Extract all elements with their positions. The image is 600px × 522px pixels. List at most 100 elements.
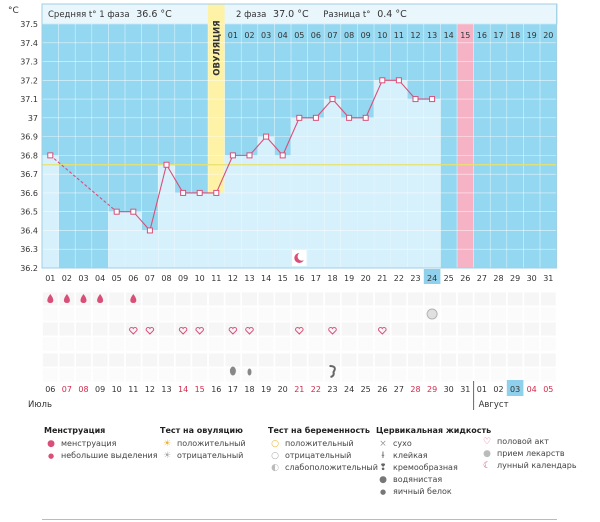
cycle-day-bottom: 10 [195,274,205,283]
lunar-icon-cut [297,252,306,261]
symbol-cell [457,321,474,337]
symbol-cell [75,352,92,368]
symbol-cell [390,352,408,368]
symbol-cell [174,306,192,322]
date-label: 19 [261,385,271,394]
symbol-cell [523,352,540,368]
heart-icon [245,327,254,335]
symbol-cell [490,321,507,337]
symbol-cell [440,367,457,383]
symbol-cell [523,291,540,307]
cycle-day-top: 12 [410,31,420,40]
moon-icon: ☾ [482,461,492,471]
symbol-cell [357,291,374,307]
symbol-cell [158,321,175,337]
symbol-cell [174,367,192,383]
date-label: 23 [327,385,337,394]
symbol-cell [473,291,491,307]
symbol-cell [473,321,491,337]
symbol-cell [224,336,242,352]
temperature-point [379,77,386,84]
symbol-cell [291,291,308,307]
test-weak-icon: ◐ [271,463,279,473]
symbol-cell [490,336,507,352]
symbol-cell [357,336,374,352]
cycle-day-bottom: 22 [394,274,404,283]
symbol-cell [58,352,76,368]
temperature-line [149,164,168,231]
temperature-point [196,189,203,196]
temperature-point [146,227,153,234]
symbol-cell [357,306,374,322]
cycle-day-top: 04 [278,31,288,40]
legend-label: отрицательный [177,451,244,460]
heart-icon [295,327,304,335]
cycle-day-top: 15 [460,31,470,40]
symbol-cell [291,336,308,352]
symbol-cell [423,352,441,368]
symbol-cell [324,306,341,322]
symbol-cell [457,291,474,307]
temperature-line [49,154,118,213]
symbol-cell [473,336,491,352]
temperature-line [365,80,383,119]
y-tick-label: 37.5 [20,20,38,29]
cycle-day-top: 09 [361,31,371,40]
symbol-cell [390,367,408,383]
heart-icon [129,327,138,335]
legend-title: Менструация [44,426,106,435]
pregnancy-test-icon [426,308,438,320]
cycle-day-bottom: 15 [278,274,288,283]
symbol-cell [274,367,291,383]
cycle-day-top: 02 [244,31,254,40]
cycle-day-bottom: 13 [244,274,254,283]
symbol-cell [523,336,540,352]
month-label-august: Август [479,400,509,410]
legend-pregnancy-test: Тест на беременность ○ положительный ○ отр… [268,426,378,474]
cycle-day-top: 10 [377,31,387,40]
cycle-day-bottom: 20 [361,274,371,283]
temperature-point [362,114,369,121]
symbol-cell [125,306,142,322]
symbol-cell [257,321,275,337]
symbol-cell [42,367,59,383]
symbol-cell [390,336,408,352]
symbol-cell [257,336,275,352]
symbol-cell [490,352,507,368]
symbol-cell [407,367,424,383]
cycle-day-top: 07 [327,31,337,40]
symbol-cell [241,306,258,322]
symbol-cell [125,336,142,352]
symbol-cell [390,306,408,322]
y-tick-label: 36.9 [20,133,38,142]
symbol-cell [91,306,109,322]
symbol-cell [158,336,175,352]
symbol-cell [108,291,125,307]
symbol-cell [274,291,291,307]
cycle-day-top: 08 [344,31,354,40]
test-positive-icon: ○ [271,439,279,449]
symbol-cell [141,352,159,368]
symbol-cell [374,291,391,307]
temperature-point [263,133,270,140]
y-tick-label: 37 [28,114,38,123]
symbol-cell [473,352,491,368]
symbol-cell [108,352,125,368]
symbol-cell [158,367,175,383]
date-label: 08 [78,385,88,394]
symbol-cell [208,336,225,352]
symbol-cell [374,367,391,383]
menstruation-drop-icon [80,294,87,303]
symbol-cell [307,291,325,307]
heart-icon [195,327,204,335]
symbol-cell [423,321,441,337]
symbol-cell [174,352,192,368]
symbol-cell [191,336,208,352]
date-label: 03 [510,385,520,394]
symbol-cell [75,367,92,383]
cycle-day-top: 06 [311,31,321,40]
date-label: 09 [95,385,105,394]
symbol-cell [42,352,59,368]
symbol-cell [208,306,225,322]
y-tick-label: 37.4 [20,39,38,48]
